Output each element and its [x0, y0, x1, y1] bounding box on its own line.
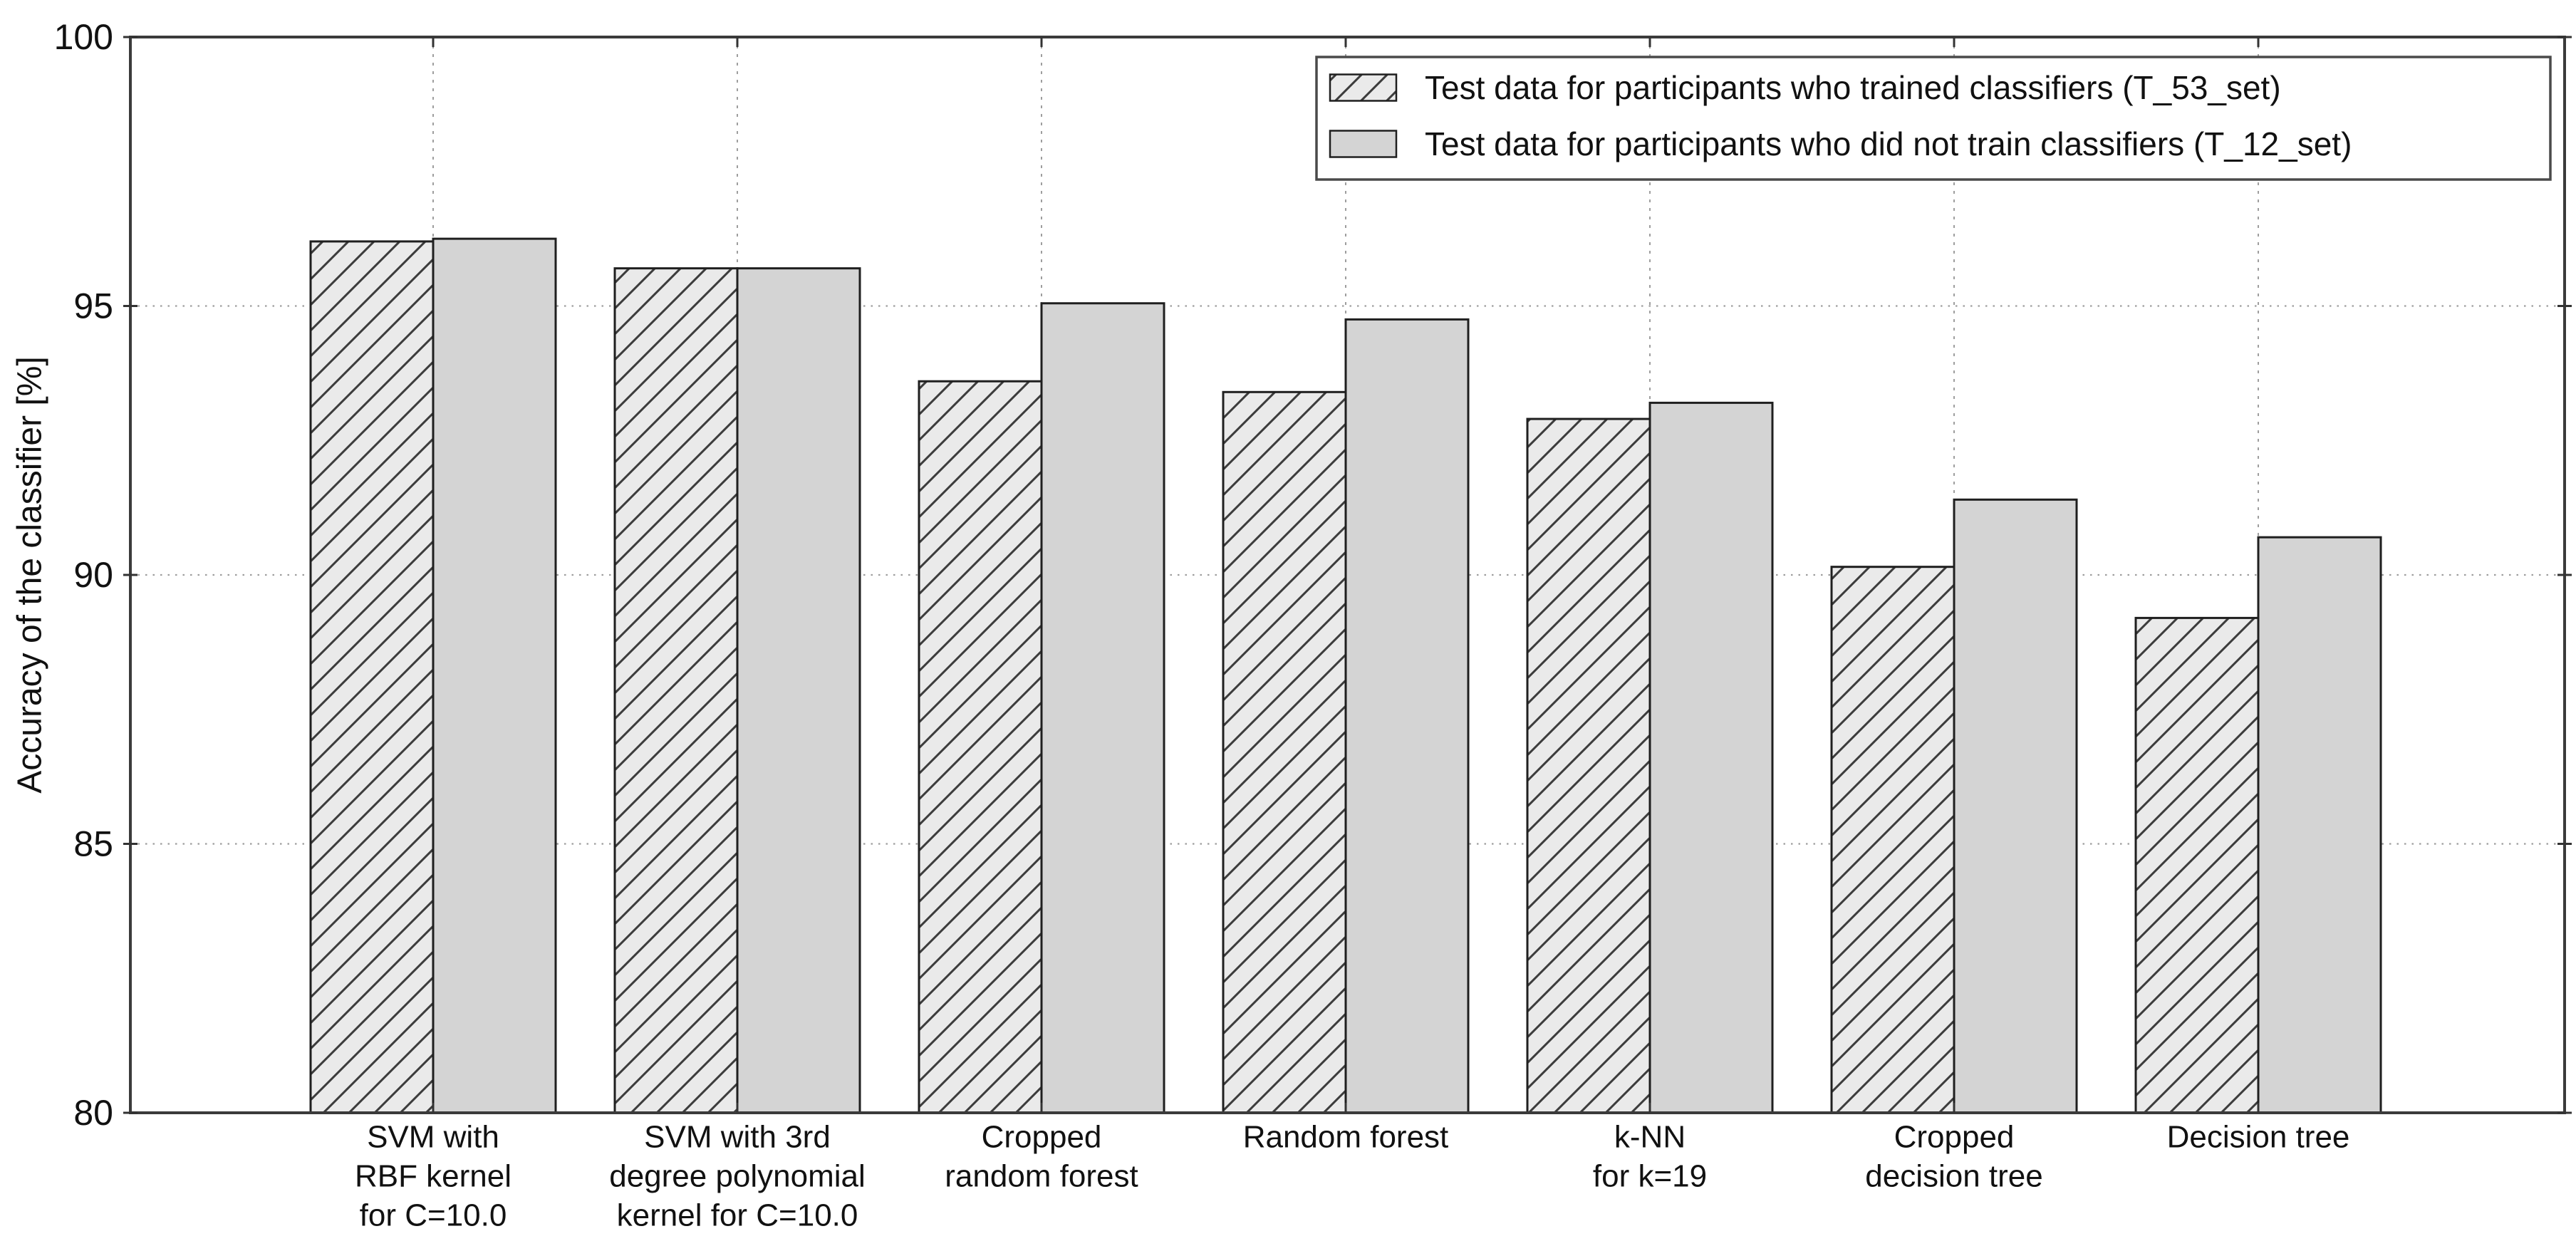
bar-series1-cat6 [2257, 536, 2382, 1114]
legend-box [1315, 56, 2552, 181]
bar-series0-cat0 [309, 240, 435, 1114]
y-axis-label: Accuracy of the classifier [%] [11, 356, 49, 794]
x-category-label: kernel for C=10.0 [617, 1198, 858, 1233]
bar-series1-cat1 [736, 267, 861, 1114]
x-category-label: random forest [945, 1159, 1138, 1194]
x-category-label: Decision tree [2167, 1120, 2350, 1155]
legend-label-1: Test data for participants who did not t… [1425, 125, 2352, 162]
y-tick-label-90: 90 [73, 555, 113, 595]
bar-series0-cat2 [918, 380, 1043, 1114]
legend: Test data for participants who trained c… [1315, 56, 2552, 181]
x-category-label: for k=19 [1593, 1159, 1707, 1194]
x-category-label: Cropped [1894, 1120, 2015, 1155]
bar-series1-cat5 [1953, 498, 2078, 1114]
tick-marks [123, 36, 2572, 1114]
y-tick-label-100: 100 [54, 17, 113, 57]
bar-series1-cat3 [1344, 318, 1470, 1114]
x-category-label: for C=10.0 [360, 1198, 507, 1233]
x-category-label: RBF kernel [355, 1159, 511, 1194]
y-tick-label-85: 85 [73, 824, 113, 864]
legend-label-0: Test data for participants who trained c… [1425, 69, 2281, 106]
bar-series0-cat3 [1222, 390, 1347, 1114]
x-category-label: decision tree [1865, 1159, 2042, 1194]
x-category-label: Random forest [1243, 1120, 1449, 1155]
y-tick-label-80: 80 [73, 1093, 113, 1133]
x-category-label: degree polynomial [609, 1159, 866, 1194]
bars [309, 237, 2382, 1114]
legend-swatch-hatched [1329, 73, 1398, 102]
x-category-label: SVM with [367, 1120, 499, 1155]
bar-series0-cat6 [2134, 616, 2260, 1114]
x-category-label: SVM with 3rd [644, 1120, 831, 1155]
y-tick-label-95: 95 [73, 286, 113, 326]
bar-series1-cat0 [432, 237, 557, 1114]
bar-series0-cat1 [613, 267, 739, 1114]
x-category-label: Cropped [982, 1120, 1102, 1155]
bar-series1-cat4 [1648, 401, 1774, 1114]
bar-series0-cat5 [1830, 566, 1956, 1114]
x-category-label: k-NN [1614, 1120, 1686, 1155]
bar-series1-cat2 [1040, 302, 1165, 1114]
legend-swatch-solid [1329, 130, 1398, 158]
bar-series0-cat4 [1526, 417, 1651, 1114]
